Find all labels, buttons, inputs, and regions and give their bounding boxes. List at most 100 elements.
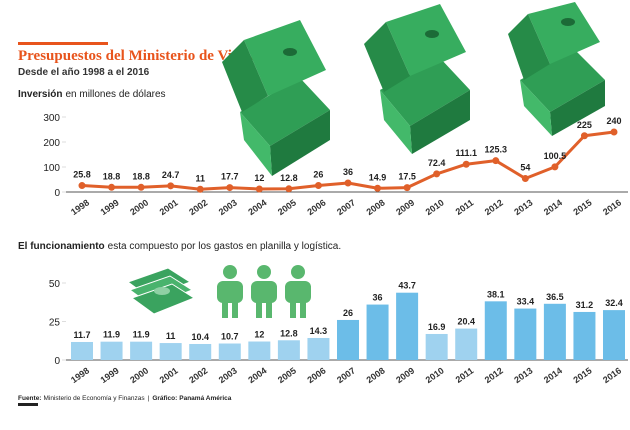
source: Ministerio de Economía y Finanzas (43, 395, 145, 402)
axis-label-rest: en millones de dólares (65, 89, 165, 100)
value-label: 11.9 (133, 330, 150, 340)
point (137, 183, 145, 191)
point (492, 157, 500, 165)
value-label: 43.7 (398, 281, 416, 291)
bar (307, 337, 330, 360)
value-label: 36 (373, 293, 383, 303)
house-icon (508, 2, 605, 136)
y-tick-label: 200 (43, 138, 60, 149)
value-label: 125.3 (485, 145, 508, 155)
bar (603, 310, 625, 360)
house-icon (222, 20, 330, 176)
value-label: 26 (313, 170, 323, 180)
y-tick-label: 300 (43, 113, 60, 124)
point (167, 182, 175, 190)
y-tick-label: 0 (54, 188, 60, 199)
bar (100, 341, 123, 360)
bar (484, 301, 507, 360)
house-icon (364, 4, 470, 154)
value-label: 12 (254, 330, 264, 340)
point (314, 182, 322, 189)
bar (573, 311, 596, 360)
bar-title: El funcionamiento esta compuesto por los … (18, 241, 341, 252)
value-label: 24.7 (162, 170, 180, 180)
point (462, 160, 470, 168)
point (344, 179, 352, 187)
bar (366, 304, 389, 360)
bar (189, 343, 212, 360)
value-label: 14.3 (310, 326, 328, 336)
y-tick-label: 25 (49, 318, 61, 329)
point (403, 184, 411, 192)
value-label: 17.7 (221, 172, 239, 182)
value-label: 18.8 (132, 171, 150, 181)
point (196, 185, 204, 193)
value-label: 10.7 (221, 332, 239, 342)
value-label: 12 (254, 173, 264, 183)
value-label: 18.8 (103, 171, 121, 181)
value-label: 20.4 (457, 317, 475, 327)
footer: Fuente: Ministerio de Economía y Finanzas… (18, 395, 232, 402)
value-label: 25.8 (73, 170, 91, 180)
point (78, 182, 86, 190)
bar (218, 343, 241, 360)
credit-label: Gráfico: (152, 395, 177, 402)
axis-label: Inversión en millones de dólares (18, 89, 166, 100)
value-label: 11 (195, 173, 205, 183)
source-label: Fuente: (18, 395, 41, 402)
value-label: 72.4 (428, 158, 446, 168)
value-label: 225 (577, 120, 592, 130)
value-label: 31.2 (576, 300, 594, 310)
bar-title-bold: El funcionamiento (18, 241, 105, 252)
credit: Panamá América (179, 395, 232, 402)
point (610, 128, 618, 136)
value-label: 11 (166, 331, 176, 341)
chart-subtitle: Desde el año 1998 a el 2016 (18, 67, 150, 78)
y-tick-label: 0 (54, 356, 60, 367)
point (521, 175, 529, 182)
money-icon (126, 267, 196, 315)
point (255, 185, 263, 193)
bar (455, 328, 478, 360)
point (285, 185, 293, 193)
point (226, 184, 234, 192)
value-label: 11.7 (73, 330, 90, 340)
bar (396, 292, 419, 360)
value-label: 240 (606, 116, 621, 126)
value-label: 33.4 (517, 297, 535, 307)
value-label: 100.5 (544, 151, 567, 161)
bar (337, 319, 359, 360)
value-label: 17.5 (398, 172, 416, 182)
value-label: 111.1 (455, 148, 477, 158)
value-label: 32.4 (605, 298, 623, 308)
chart-title: Presupuestos del Ministerio de Vivienda (18, 48, 275, 64)
bar (159, 343, 182, 360)
value-label: 11.9 (103, 330, 120, 340)
point (551, 163, 559, 171)
title-accent (18, 42, 108, 45)
point (108, 183, 116, 191)
bar (425, 333, 448, 360)
bar (514, 308, 537, 360)
value-label: 54 (520, 163, 530, 173)
point (580, 132, 588, 140)
value-label: 12.8 (280, 173, 298, 183)
bar-title-rest: esta compuesto por los gastos en planill… (108, 241, 341, 252)
y-tick-label: 50 (49, 279, 61, 290)
people-icon (217, 265, 311, 318)
bar (543, 303, 566, 360)
value-label: 16.9 (428, 322, 446, 332)
bar (248, 341, 271, 360)
point (433, 170, 441, 178)
y-tick-label: 100 (43, 163, 60, 174)
value-label: 26 (343, 308, 353, 318)
value-label: 36.5 (546, 292, 564, 302)
axis-label-bold: Inversión (18, 89, 62, 100)
value-label: 12.8 (280, 328, 298, 338)
value-label: 38.1 (487, 289, 505, 299)
value-label: 10.4 (191, 332, 209, 342)
bar (130, 341, 153, 360)
point (374, 184, 382, 192)
bar (277, 340, 300, 360)
